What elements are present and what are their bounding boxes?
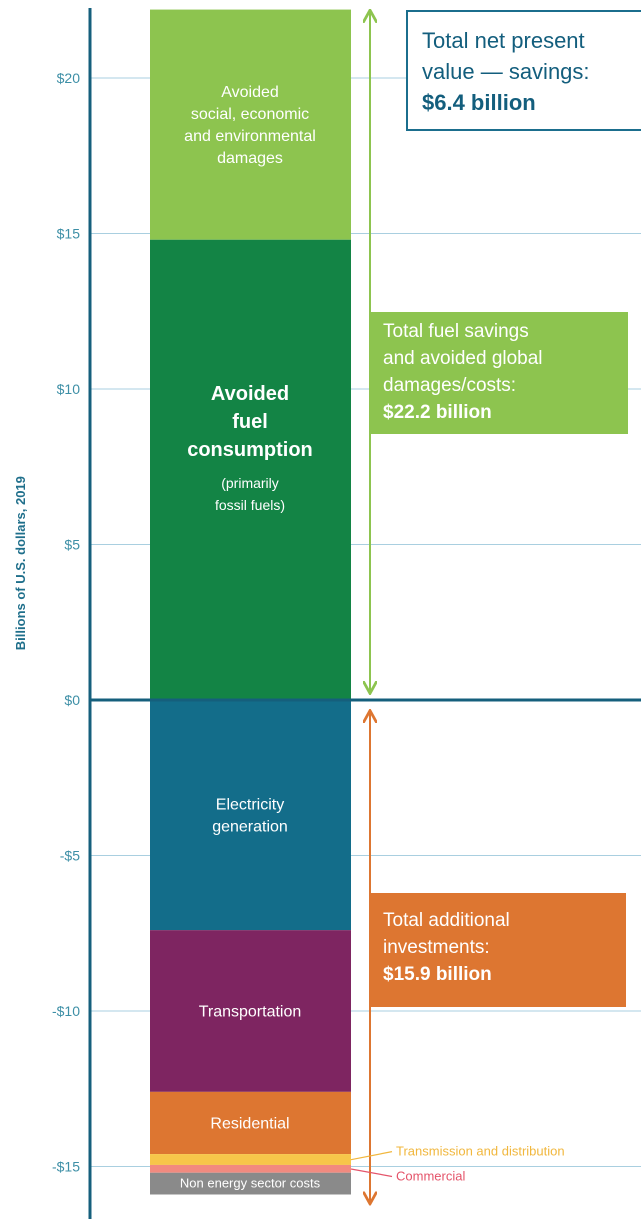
segment-sublabel-fuel: (primarily <box>221 475 279 491</box>
bar-segment-social <box>150 9 351 240</box>
segment-label-electricity: generation <box>212 819 288 836</box>
segment-label-nonenergy: Non energy sector costs <box>180 1176 321 1191</box>
segment-label-fuel: consumption <box>187 439 313 461</box>
annotation-leader-transmission <box>350 1151 393 1161</box>
segment-label-social: social, economic <box>191 106 309 123</box>
bar-segment-residential <box>150 1091 351 1155</box>
segment-label-residential: Residential <box>210 1115 289 1132</box>
net-present-value-callout: Total net present value — savings: $6.4 … <box>406 10 641 131</box>
y-tick-label: $10 <box>57 381 81 397</box>
npv-line-1: Total net present <box>422 28 585 53</box>
segment-label-social: Avoided <box>221 84 279 101</box>
investments-callout-line-2: investments: <box>383 937 490 958</box>
bar-segment-commercial <box>150 1164 351 1173</box>
investments-callout-line-1: Total additional <box>383 910 510 931</box>
y-tick-label: -$10 <box>52 1003 80 1019</box>
y-tick-label: -$5 <box>60 848 80 864</box>
bar-segment-transmission <box>150 1154 351 1165</box>
bar-segment-electricity <box>150 700 351 931</box>
y-tick-label: $20 <box>57 70 81 86</box>
investments-callout-value: $15.9 billion <box>383 964 492 985</box>
annotation-leader-commercial <box>350 1168 393 1178</box>
fuel-savings-callout: Total fuel savings and avoided global da… <box>370 312 628 434</box>
segment-sublabel-fuel: fossil fuels) <box>215 497 285 513</box>
bar-segment-transport <box>150 930 351 1092</box>
fuel-callout-line-2: and avoided global <box>383 348 543 369</box>
investments-callout: Total additional investments: $15.9 bill… <box>370 893 626 1007</box>
fuel-callout-line-1: Total fuel savings <box>383 321 529 342</box>
segment-label-transport: Transportation <box>199 1004 302 1021</box>
segment-label-fuel: Avoided <box>211 383 289 405</box>
annotation-label-commercial: Commercial <box>396 1168 465 1183</box>
y-tick-label: -$15 <box>52 1159 80 1175</box>
fuel-callout-line-3: damages/costs: <box>383 375 517 396</box>
npv-line-2: value — savings: <box>422 59 590 84</box>
segment-label-social: damages <box>217 150 283 167</box>
segment-label-social: and environmental <box>184 128 316 145</box>
bar-segment-fuel <box>150 239 351 700</box>
annotation-label-transmission: Transmission and distribution <box>396 1144 565 1159</box>
fuel-callout-value: $22.2 billion <box>383 402 492 423</box>
y-tick-label: $5 <box>64 537 80 553</box>
npv-value: $6.4 billion <box>422 90 536 115</box>
segment-label-electricity: Electricity <box>216 797 284 814</box>
y-tick-label: $15 <box>57 226 81 242</box>
segment-label-fuel: fuel <box>232 411 268 433</box>
y-tick-label: $0 <box>64 692 80 708</box>
y-axis-title: Billions of U.S. dollars, 2019 <box>13 476 28 650</box>
bar-segment-nonenergy <box>150 1172 351 1195</box>
